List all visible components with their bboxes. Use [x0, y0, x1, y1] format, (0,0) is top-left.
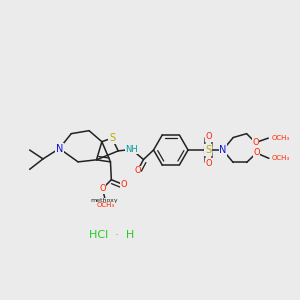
Text: O: O — [99, 184, 106, 193]
Text: OCH₃: OCH₃ — [272, 155, 290, 161]
Text: OCH₃: OCH₃ — [96, 202, 115, 208]
Text: O: O — [121, 180, 127, 189]
Text: N: N — [56, 143, 63, 154]
Text: NH: NH — [125, 145, 138, 154]
Text: O: O — [206, 159, 212, 168]
Text: O: O — [134, 166, 141, 175]
Text: methoxy: methoxy — [90, 198, 118, 203]
Text: S: S — [205, 145, 211, 155]
Text: OCH₃: OCH₃ — [271, 135, 290, 141]
Text: S: S — [109, 133, 115, 143]
Text: O: O — [206, 132, 212, 141]
Text: O: O — [253, 148, 260, 158]
Text: HCl  ·  H: HCl · H — [89, 230, 134, 240]
Text: N: N — [219, 145, 226, 155]
Text: O: O — [252, 138, 259, 147]
